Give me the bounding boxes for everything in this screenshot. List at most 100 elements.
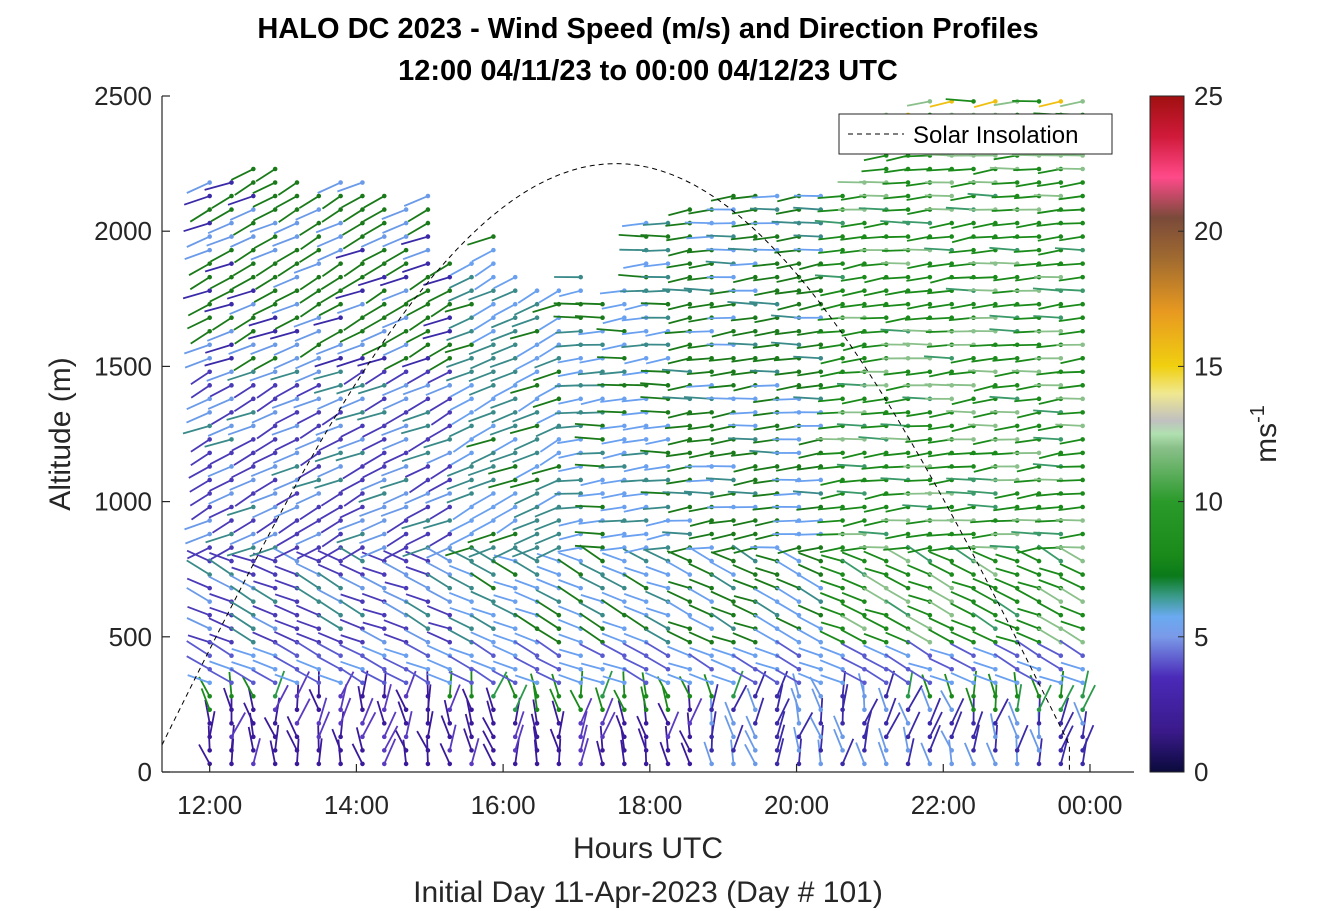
wind-barb-head	[512, 369, 518, 375]
wind-barb	[490, 370, 516, 382]
wind-barb-head	[556, 437, 562, 442]
wind-barb	[733, 479, 756, 487]
wind-barb	[351, 743, 364, 765]
wind-barb-head	[927, 707, 933, 713]
wind-barb	[798, 661, 822, 671]
wind-barb-head	[1036, 734, 1042, 740]
wind-barb	[469, 666, 494, 684]
wind-barb	[273, 357, 298, 370]
wind-barb	[269, 740, 277, 765]
wind-barb	[883, 303, 909, 308]
wind-barb	[1017, 581, 1040, 589]
wind-barb	[820, 621, 843, 630]
wind-barb-head	[927, 477, 933, 483]
wind-barb-head	[403, 207, 409, 212]
wind-barb	[514, 591, 538, 603]
wind-barb	[403, 195, 429, 207]
wind-barb	[860, 479, 887, 483]
wind-barb	[337, 181, 363, 193]
wind-barb	[539, 438, 560, 453]
wind-barb	[448, 548, 472, 562]
wind-barb-head	[251, 680, 256, 686]
wind-barb-head	[381, 477, 387, 483]
wind-barb	[971, 559, 996, 576]
wind-barb	[881, 235, 909, 239]
wind-barb-head	[1058, 572, 1064, 577]
wind-barb	[617, 700, 626, 724]
wind-barb-head	[1080, 707, 1085, 713]
wind-barb	[295, 562, 320, 576]
wind-barb	[882, 181, 909, 185]
wind-barb	[994, 619, 1018, 630]
wind-barb	[970, 519, 996, 524]
wind-barb	[799, 262, 821, 271]
wind-barb	[535, 479, 560, 492]
wind-barb-head	[927, 666, 933, 672]
wind-barb	[227, 425, 254, 436]
wind-barb	[817, 397, 843, 403]
wind-barb-head	[403, 558, 409, 564]
wind-barb	[708, 519, 734, 525]
wind-barb-head	[709, 680, 714, 686]
wind-barb	[469, 614, 494, 630]
wind-barb	[186, 235, 211, 248]
wind-barb	[666, 630, 691, 644]
wind-barb-head	[534, 288, 540, 293]
wind-barb-head	[207, 369, 212, 375]
wind-barb-head	[600, 301, 605, 307]
wind-barb	[362, 249, 385, 263]
wind-barb-head	[949, 355, 955, 361]
wind-barb-head	[665, 545, 671, 550]
wind-barb	[907, 738, 915, 765]
wind-barb	[597, 356, 625, 360]
wind-barb-head	[665, 301, 671, 307]
wind-barb	[885, 645, 909, 657]
wind-barb-head	[338, 369, 343, 375]
wind-barb	[363, 222, 385, 236]
wind-barb-head	[709, 301, 714, 307]
wind-barb-head	[316, 504, 322, 510]
chart-title: HALO DC 2023 - Wind Speed (m/s) and Dire…	[257, 13, 1038, 45]
wind-barb	[404, 642, 429, 657]
wind-barb-head	[1080, 477, 1085, 483]
wind-barb	[510, 384, 538, 394]
wind-barb	[276, 533, 298, 547]
wind-barb-head	[403, 653, 409, 659]
wind-barb-head	[622, 464, 627, 469]
wind-barb	[885, 697, 897, 724]
wind-barb	[709, 303, 734, 309]
wind-barb-head	[251, 207, 256, 212]
wind-barb	[299, 425, 320, 440]
wind-barb-head	[971, 639, 976, 645]
wind-barb	[863, 698, 879, 724]
wind-barb-head	[381, 220, 387, 226]
wind-barb	[277, 181, 298, 196]
wind-barb-head	[316, 328, 322, 334]
wind-barb	[642, 479, 669, 483]
wind-barb-head	[1080, 612, 1085, 618]
wind-barb	[515, 371, 538, 384]
wind-barb	[948, 262, 974, 268]
wind-barb	[924, 194, 952, 197]
wind-barb	[569, 689, 582, 711]
wind-barb	[623, 632, 647, 644]
wind-barb	[339, 563, 363, 576]
wind-barb	[1038, 100, 1062, 108]
wind-barb	[622, 425, 647, 431]
wind-barb-head	[403, 518, 409, 523]
wind-barb	[1059, 697, 1070, 724]
wind-barb-head	[687, 261, 693, 266]
wind-barb	[817, 465, 843, 470]
wind-barb-head	[752, 261, 758, 266]
wind-barb-head	[360, 193, 365, 199]
wind-barb	[315, 425, 341, 436]
wind-barb-head	[927, 653, 933, 659]
wind-barb-head	[1036, 301, 1042, 307]
wind-barb-head	[251, 761, 256, 767]
wind-barb-head	[272, 572, 278, 577]
wind-barb	[579, 612, 604, 630]
wind-barb-head	[316, 301, 322, 307]
wind-barb-head	[381, 626, 387, 631]
wind-barb	[686, 235, 712, 240]
wind-barb	[883, 195, 909, 200]
